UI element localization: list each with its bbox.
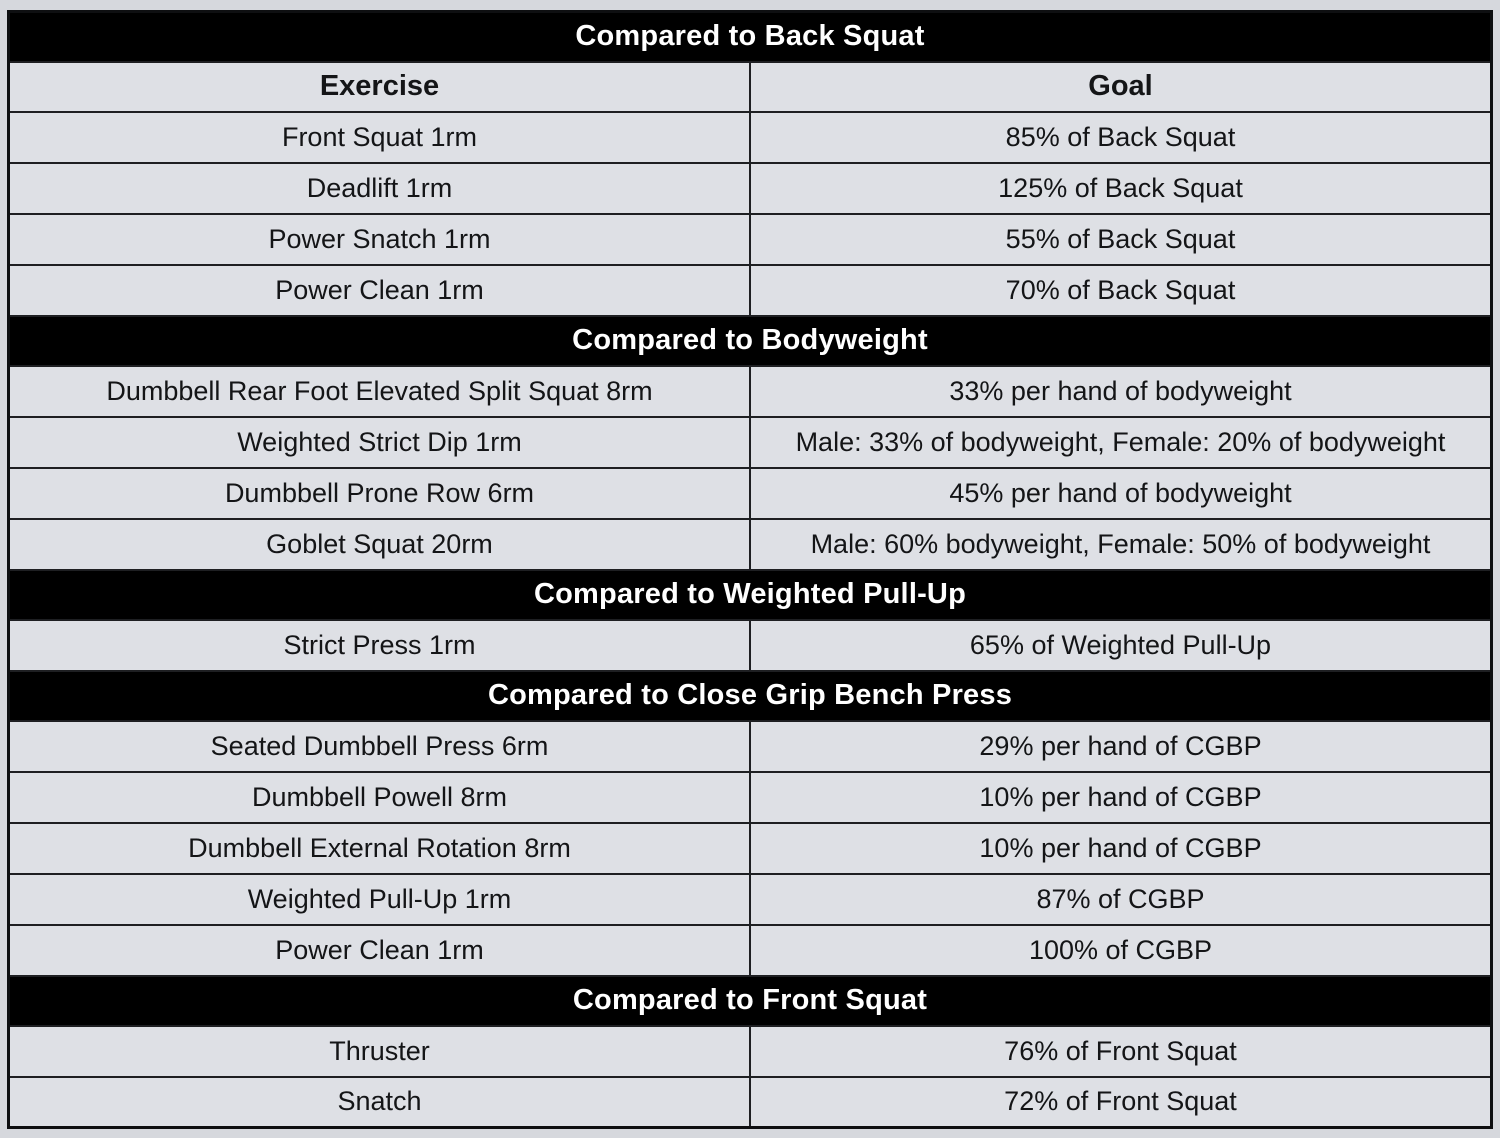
goal-cell: 125% of Back Squat	[749, 161, 1493, 215]
goal-cell: 10% per hand of CGBP	[749, 821, 1493, 875]
goal-cell: 72% of Front Squat	[749, 1075, 1493, 1129]
strength-standards-table-container: Compared to Back Squat Exercise Goal Front …	[7, 10, 1493, 1129]
table-row: Goblet Squat 20rm Male: 60% bodyweight, F…	[7, 517, 1493, 571]
exercise-cell: Thruster	[7, 1024, 751, 1078]
exercise-cell: Deadlift 1rm	[7, 161, 751, 215]
goal-cell: 45% per hand of bodyweight	[749, 466, 1493, 520]
table-row: Snatch 72% of Front Squat	[7, 1075, 1493, 1129]
goal-cell: 85% of Back Squat	[749, 110, 1493, 164]
section-header-compared-to-close-grip-bench-press: Compared to Close Grip Bench Press	[7, 669, 1493, 722]
column-header-exercise: Exercise	[7, 60, 751, 113]
table-row: Strict Press 1rm 65% of Weighted Pull-Up	[7, 618, 1493, 672]
exercise-cell: Weighted Pull-Up 1rm	[7, 872, 751, 926]
section-header-compared-to-back-squat: Compared to Back Squat	[7, 10, 1493, 63]
exercise-cell: Power Clean 1rm	[7, 923, 751, 977]
table-row: Power Clean 1rm 100% of CGBP	[7, 923, 1493, 977]
goal-cell: Male: 60% bodyweight, Female: 50% of bod…	[749, 517, 1493, 571]
goal-cell: 10% per hand of CGBP	[749, 770, 1493, 824]
exercise-cell: Dumbbell Rear Foot Elevated Split Squat …	[7, 364, 751, 418]
table-row: Dumbbell Powell 8rm 10% per hand of CGBP	[7, 770, 1493, 824]
table-row: Power Clean 1rm 70% of Back Squat	[7, 263, 1493, 317]
table-row: Dumbbell External Rotation 8rm 10% per ha…	[7, 821, 1493, 875]
exercise-cell: Power Clean 1rm	[7, 263, 751, 317]
exercise-cell: Power Snatch 1rm	[7, 212, 751, 266]
exercise-cell: Dumbbell Powell 8rm	[7, 770, 751, 824]
table-row: Weighted Strict Dip 1rm Male: 33% of body…	[7, 415, 1493, 469]
table-row: Weighted Pull-Up 1rm 87% of CGBP	[7, 872, 1493, 926]
goal-cell: 70% of Back Squat	[749, 263, 1493, 317]
section-header-compared-to-weighted-pull-up: Compared to Weighted Pull-Up	[7, 568, 1493, 621]
exercise-cell: Strict Press 1rm	[7, 618, 751, 672]
table-row: Deadlift 1rm 125% of Back Squat	[7, 161, 1493, 215]
table-row: Front Squat 1rm 85% of Back Squat	[7, 110, 1493, 164]
section-header-compared-to-front-squat: Compared to Front Squat	[7, 974, 1493, 1027]
goal-cell: 87% of CGBP	[749, 872, 1493, 926]
goal-cell: 33% per hand of bodyweight	[749, 364, 1493, 418]
exercise-cell: Dumbbell External Rotation 8rm	[7, 821, 751, 875]
table-row: Dumbbell Prone Row 6rm 45% per hand of bo…	[7, 466, 1493, 520]
exercise-cell: Seated Dumbbell Press 6rm	[7, 719, 751, 773]
goal-cell: 100% of CGBP	[749, 923, 1493, 977]
table-row: Seated Dumbbell Press 6rm 29% per hand of…	[7, 719, 1493, 773]
exercise-cell: Goblet Squat 20rm	[7, 517, 751, 571]
table-row: Thruster 76% of Front Squat	[7, 1024, 1493, 1078]
goal-cell: 29% per hand of CGBP	[749, 719, 1493, 773]
exercise-cell: Dumbbell Prone Row 6rm	[7, 466, 751, 520]
strength-standards-table: Compared to Back Squat Exercise Goal Front …	[7, 10, 1493, 1129]
table-row: Dumbbell Rear Foot Elevated Split Squat …	[7, 364, 1493, 418]
section-header-compared-to-bodyweight: Compared to Bodyweight	[7, 314, 1493, 367]
exercise-cell: Front Squat 1rm	[7, 110, 751, 164]
goal-cell: Male: 33% of bodyweight, Female: 20% of …	[749, 415, 1493, 469]
exercise-cell: Snatch	[7, 1075, 751, 1129]
exercise-cell: Weighted Strict Dip 1rm	[7, 415, 751, 469]
table-body: Compared to Back Squat Exercise Goal Front …	[7, 10, 1493, 1129]
table-row: Power Snatch 1rm 55% of Back Squat	[7, 212, 1493, 266]
goal-cell: 76% of Front Squat	[749, 1024, 1493, 1078]
goal-cell: 55% of Back Squat	[749, 212, 1493, 266]
column-header-goal: Goal	[749, 60, 1493, 113]
goal-cell: 65% of Weighted Pull-Up	[749, 618, 1493, 672]
